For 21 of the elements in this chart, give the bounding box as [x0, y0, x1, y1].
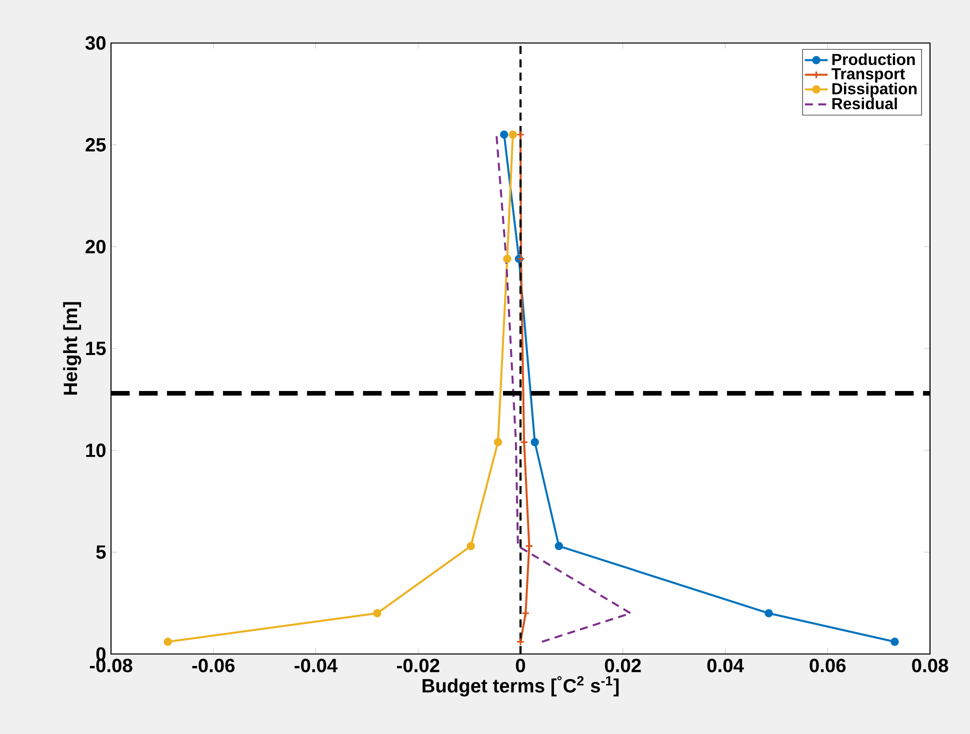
x-tick-label: -0.08	[90, 658, 132, 672]
y-tick-label: 5	[96, 545, 106, 559]
x-tick-label: 0.06	[810, 658, 846, 672]
legend-label: Production	[832, 53, 915, 66]
y-tick-label: 25	[86, 138, 106, 152]
x-tick-label: 0	[516, 658, 526, 672]
y-tick-label: 15	[86, 342, 106, 356]
x-tick-label: -0.06	[192, 658, 235, 672]
x-tick-label: -0.02	[397, 658, 440, 672]
y-tick-label: 10	[86, 444, 106, 458]
y-tick-label: 20	[86, 240, 106, 254]
legend-label: Transport	[832, 68, 905, 83]
legend-label: Residual	[832, 98, 897, 110]
x-tick-label: -0.04	[294, 658, 338, 672]
legend-label: Dissipation	[832, 82, 917, 98]
x-tick-label: 0.08	[912, 658, 948, 672]
y-axis-title: Height [m]	[63, 302, 82, 395]
x-tick-label: 0.04	[707, 658, 744, 672]
x-axis-title: Budget terms [$^{°}$C$^{2}$ s$^{-1}$]	[422, 676, 619, 696]
x-tick-label: 0.02	[604, 658, 641, 672]
y-tick-label: 30	[85, 36, 106, 50]
